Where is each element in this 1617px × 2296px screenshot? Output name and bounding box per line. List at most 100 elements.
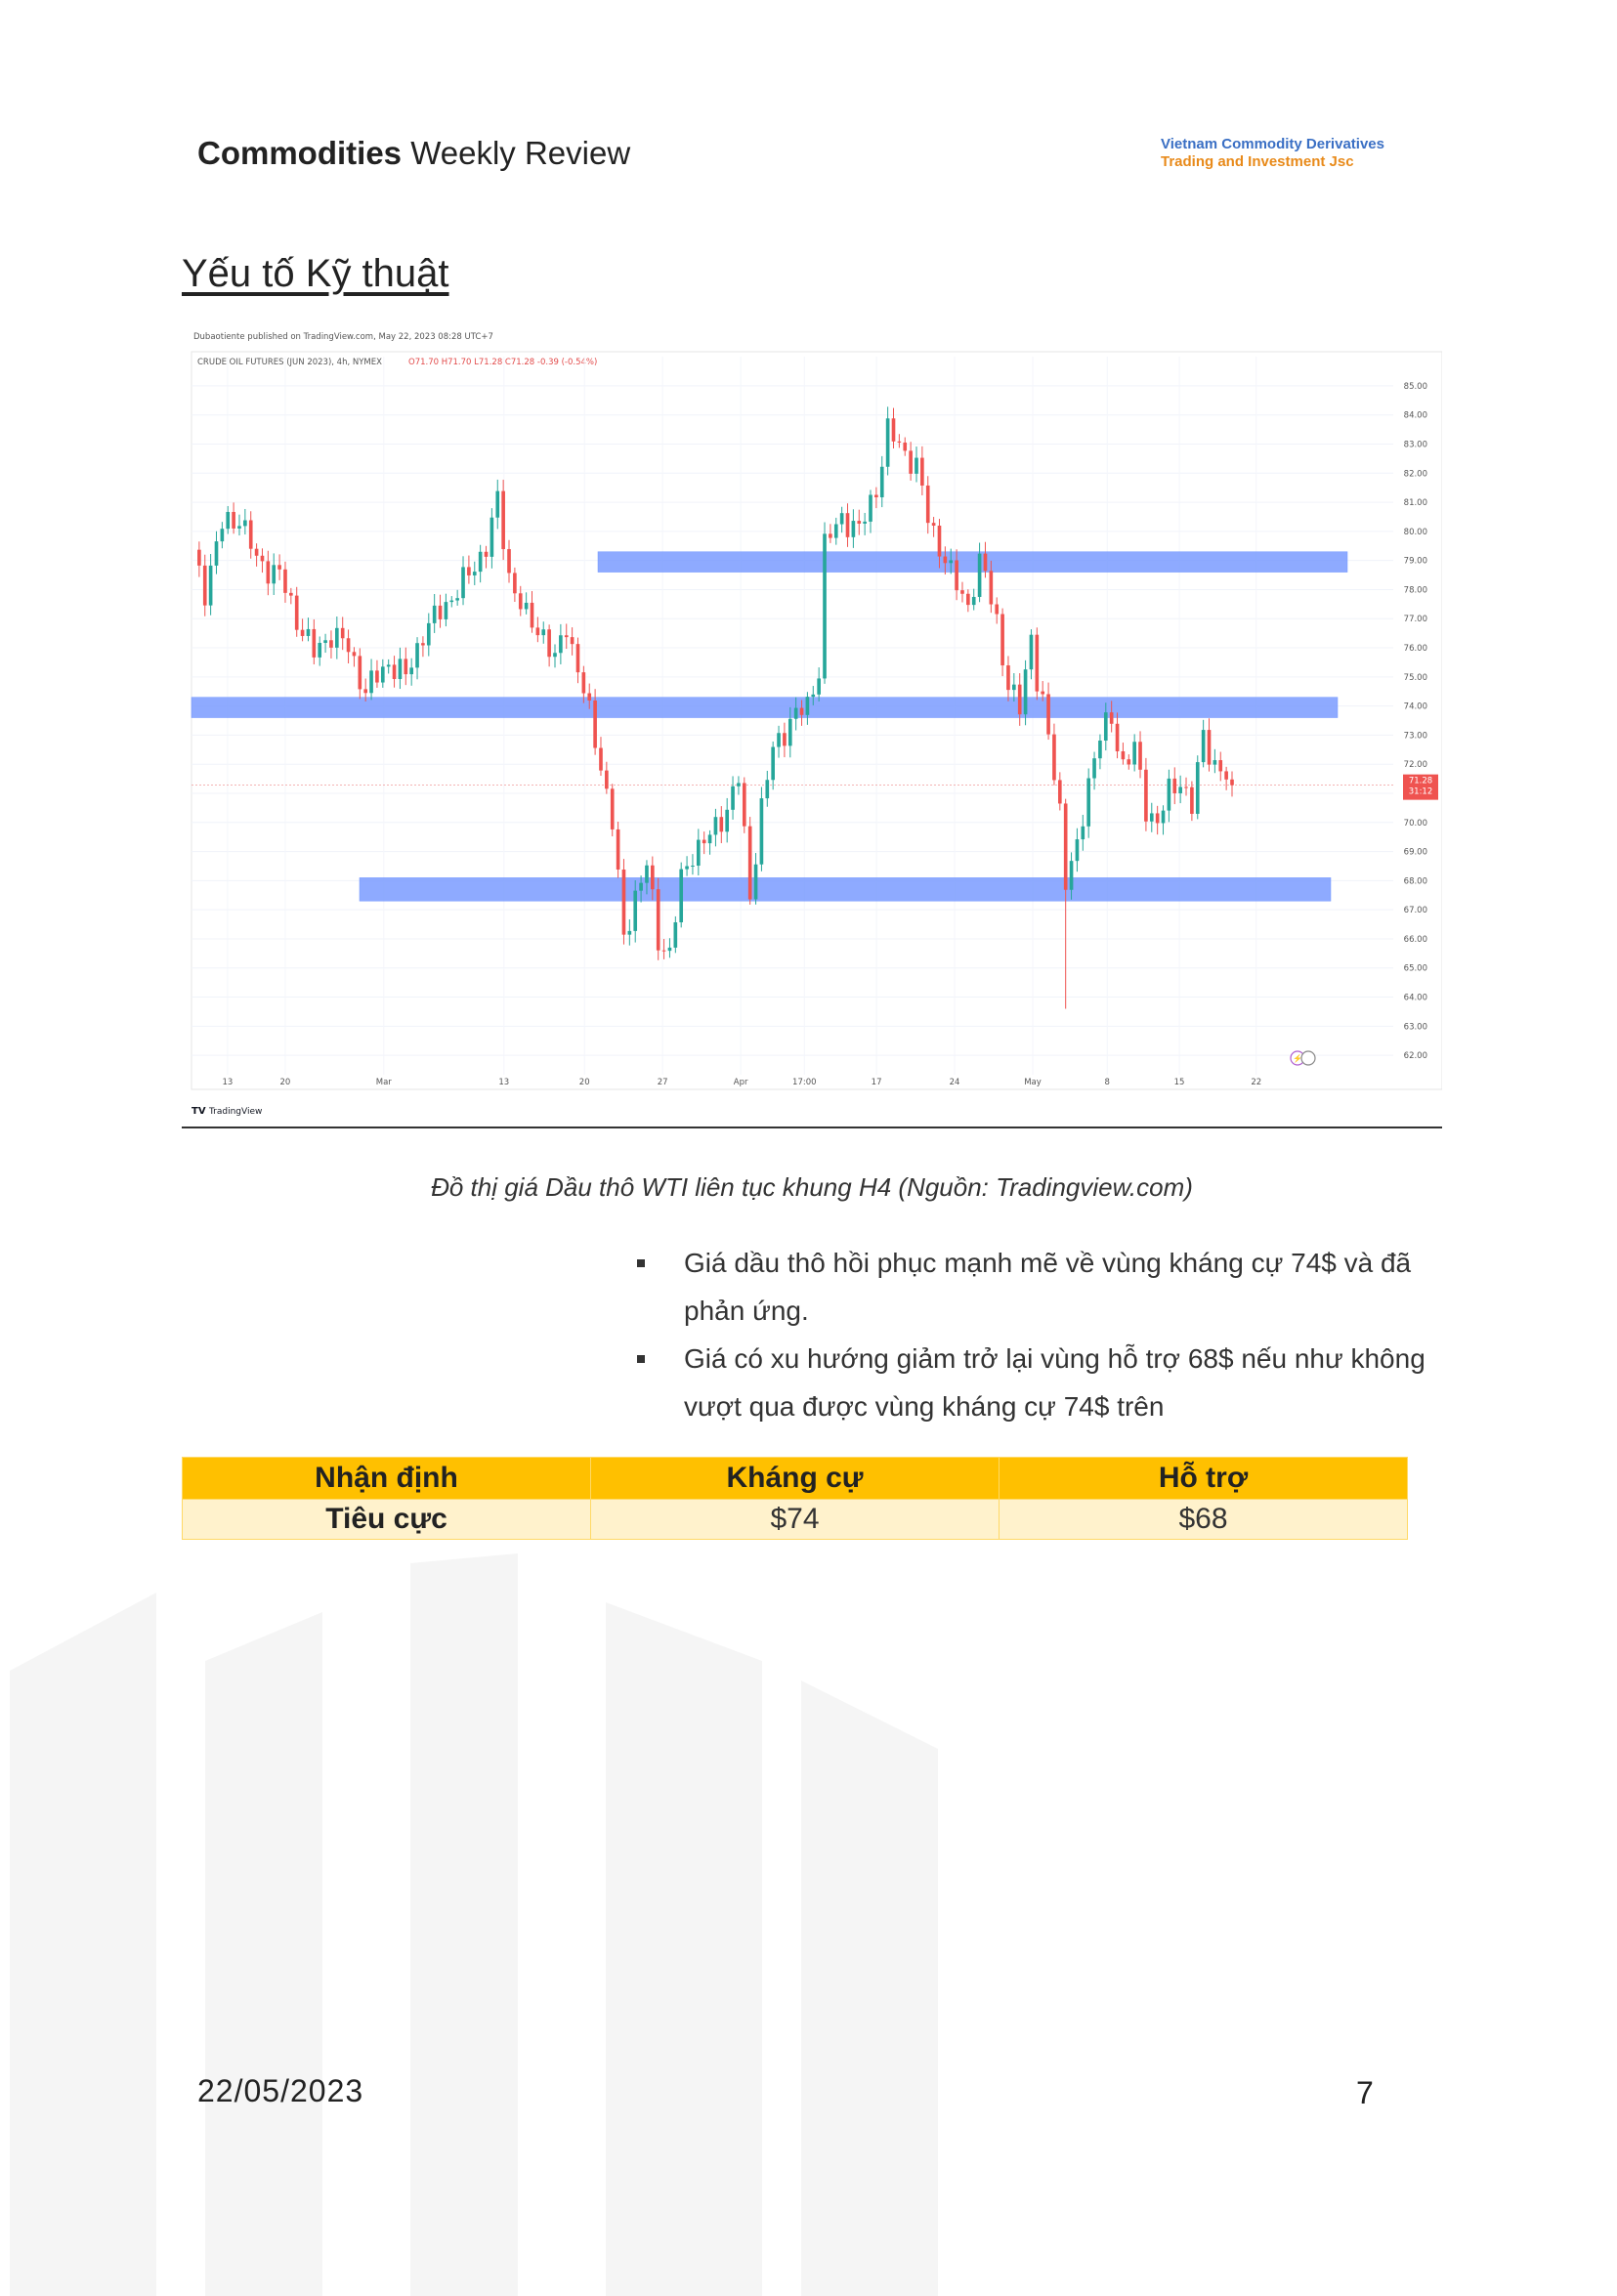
- candle-body: [300, 629, 305, 636]
- candle-body: [369, 670, 373, 694]
- candle-body: [696, 839, 701, 866]
- candle-body: [358, 656, 362, 690]
- y-tick-label: 62.00: [1404, 1051, 1427, 1061]
- x-tick-label: Apr: [734, 1078, 748, 1087]
- candle-body: [977, 553, 982, 597]
- last-price-countdown: 31:12: [1409, 787, 1433, 797]
- candle-body: [289, 592, 293, 596]
- candle-body: [272, 565, 277, 584]
- chart-caption: Đồ thị giá Dầu thô WTI liên tục khung H4…: [431, 1172, 1193, 1202]
- chart-zones: [191, 551, 1348, 902]
- sr-zone: [359, 877, 1332, 902]
- candle-body: [627, 930, 632, 935]
- candle-body: [621, 869, 626, 935]
- x-tick-label: 13: [498, 1078, 509, 1087]
- cell-support: $68: [999, 1499, 1408, 1540]
- chart-bottom-rule: [182, 1127, 1442, 1128]
- candle-body: [409, 667, 413, 675]
- candle-body: [725, 809, 730, 832]
- page-number: 7: [1356, 2075, 1374, 2110]
- candle-body: [438, 605, 443, 619]
- y-tick-label: 73.00: [1404, 731, 1427, 741]
- candle-body: [909, 450, 913, 474]
- candle-body: [208, 565, 213, 606]
- candle-body: [518, 593, 523, 610]
- x-tick-label: 20: [280, 1078, 291, 1087]
- header-cell-support: Hỗ trợ: [999, 1457, 1408, 1500]
- candle-body: [1230, 779, 1234, 786]
- candle-body: [931, 523, 936, 527]
- candle-body: [1149, 813, 1154, 822]
- candle-body: [702, 839, 706, 844]
- candle-body: [398, 659, 403, 680]
- chart-settings-icon[interactable]: ⚡: [1290, 1050, 1316, 1066]
- candle-body: [323, 640, 327, 643]
- candle-body: [386, 664, 391, 667]
- x-tick-label: 15: [1174, 1078, 1185, 1087]
- candle-body: [989, 571, 994, 605]
- candle-body: [243, 520, 247, 527]
- background-watermark: [10, 1553, 938, 2296]
- candle-body: [943, 556, 948, 564]
- candle-body: [220, 529, 225, 542]
- x-tick-label: 24: [950, 1078, 960, 1087]
- candle-body: [346, 638, 351, 653]
- candle-body: [1029, 634, 1034, 670]
- candle-body: [472, 572, 477, 575]
- candle-body: [237, 526, 241, 529]
- y-tick-label: 80.00: [1404, 528, 1427, 537]
- candle-body: [363, 689, 368, 694]
- candle-body: [857, 521, 862, 524]
- candle-body: [949, 560, 954, 564]
- candle-body: [581, 672, 586, 694]
- candle-body: [1121, 750, 1126, 760]
- y-tick-label: 74.00: [1404, 702, 1427, 712]
- candle-body: [1132, 742, 1136, 765]
- candle-body: [1207, 730, 1212, 765]
- x-tick-label: Mar: [376, 1078, 393, 1087]
- y-tick-label: 66.00: [1404, 935, 1427, 945]
- candle-body: [685, 866, 689, 870]
- price-chart-svg: Dubaotiente published on TradingView.com…: [191, 332, 1443, 1117]
- candle-body: [845, 513, 850, 537]
- y-tick-label: 83.00: [1404, 440, 1427, 449]
- candle-body: [823, 533, 827, 679]
- header-title-rest: Weekly Review: [402, 135, 631, 171]
- candle-body: [1098, 740, 1102, 759]
- candle-body: [771, 746, 775, 781]
- candle-body: [513, 573, 517, 594]
- y-tick-label: 69.00: [1404, 848, 1427, 858]
- bullet-item: Giá dầu thô hồi phục mạnh mẽ về vùng khá…: [633, 1239, 1454, 1335]
- candle-body: [1138, 742, 1142, 770]
- chart-axes: 85.00 84.00 83.00 82.00 81.00 80.00 79.00 78.00…: [222, 382, 1427, 1087]
- candle-body: [783, 733, 787, 746]
- candle-body: [1213, 760, 1217, 765]
- section-title: Yếu tố Kỹ thuật: [182, 252, 449, 295]
- candle-body: [593, 700, 597, 748]
- chart-last-price-tag: 71.28 31:12: [1403, 774, 1438, 800]
- candle-body: [920, 457, 924, 486]
- candle-body: [787, 718, 792, 746]
- candle-body: [277, 565, 281, 570]
- chart-frame: [191, 351, 1443, 1090]
- candle-body: [673, 922, 678, 948]
- y-tick-label: 75.00: [1404, 673, 1427, 683]
- candle-body: [829, 533, 832, 538]
- candle-body: [1155, 813, 1160, 824]
- candle-body: [375, 670, 379, 683]
- candle-body: [232, 511, 235, 529]
- candle-body: [955, 560, 958, 591]
- candle-body: [1224, 771, 1228, 780]
- candle-body: [507, 549, 511, 574]
- candle-body: [421, 643, 425, 646]
- x-tick-label: 8: [1105, 1078, 1110, 1087]
- candle-body: [1115, 723, 1120, 751]
- chart-ohlc-line: O71.70 H71.70 L71.28 C71.28 -0.39 (-0.54…: [408, 358, 597, 367]
- candle-body: [575, 644, 580, 673]
- x-tick-label: 13: [222, 1078, 233, 1087]
- candle-body: [1172, 778, 1177, 793]
- candle-body: [478, 551, 483, 573]
- y-tick-label: 68.00: [1404, 876, 1427, 886]
- y-tick-label: 78.00: [1404, 585, 1427, 595]
- svg-text:⚡: ⚡: [1293, 1053, 1302, 1063]
